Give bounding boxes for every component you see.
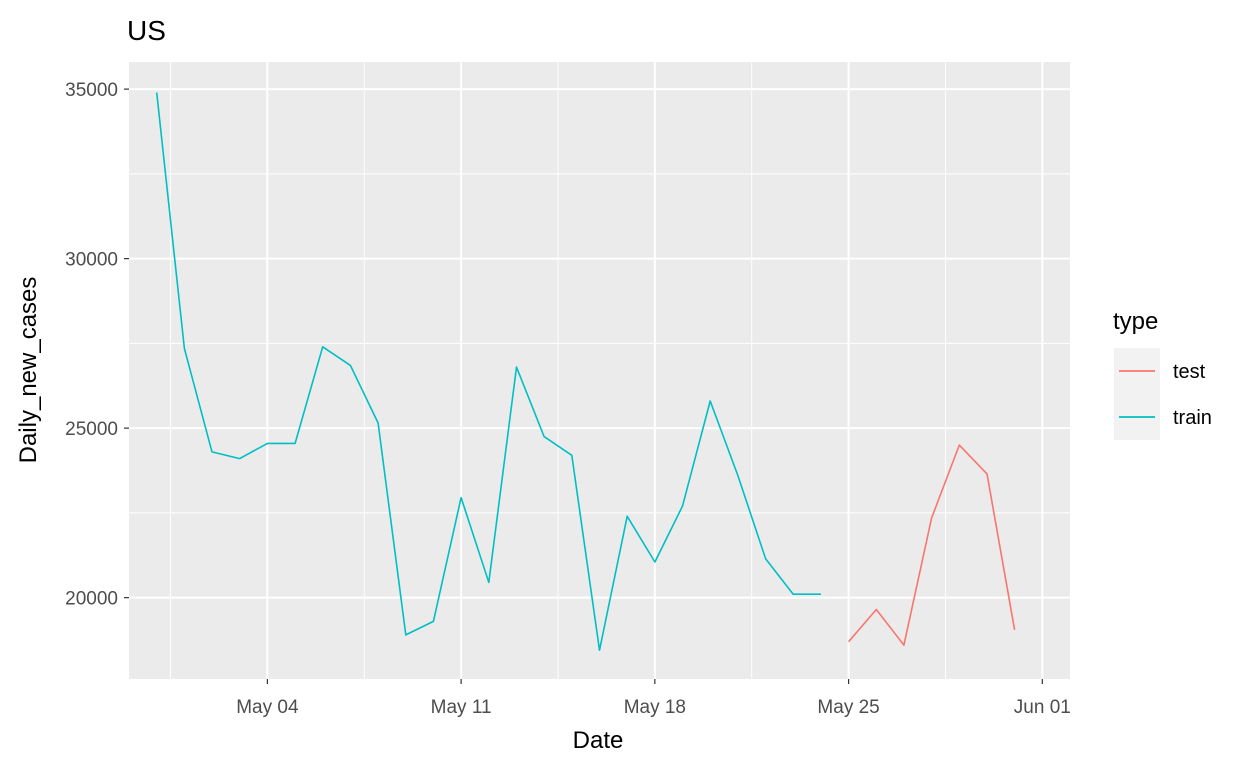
x-axis-title: Date — [573, 727, 624, 754]
y-tick-label: 20000 — [65, 589, 118, 610]
plot-panel — [129, 62, 1070, 679]
x-tick-label: May 25 — [817, 697, 879, 718]
legend-items: test train — [1114, 348, 1212, 440]
x-tick-label: May 11 — [431, 697, 492, 718]
legend-label-train: train — [1173, 407, 1212, 429]
x-tick-label: May 18 — [624, 697, 686, 718]
chart-title: US — [127, 15, 166, 46]
legend-title: type — [1113, 308, 1158, 335]
series-line-test — [847, 444, 1016, 646]
y-tick-label: 25000 — [65, 419, 118, 440]
y-axis: 20000 25000 30000 35000 — [65, 80, 129, 610]
legend-label-test: test — [1173, 361, 1206, 383]
y-axis-title: Daily_new_cases — [15, 277, 42, 464]
major-gridlines — [129, 62, 1070, 679]
legend: type test train — [1113, 308, 1212, 440]
y-tick-label: 30000 — [65, 250, 118, 271]
series-line-train — [155, 92, 821, 652]
minor-gridlines — [129, 62, 1070, 679]
y-tick-label: 35000 — [65, 80, 118, 101]
x-tick-label: Jun 01 — [1014, 697, 1071, 718]
x-axis: May 04 May 11 May 18 May 25 Jun 01 — [236, 679, 1071, 718]
x-tick-label: May 04 — [236, 697, 299, 718]
series-lines — [155, 92, 1016, 652]
